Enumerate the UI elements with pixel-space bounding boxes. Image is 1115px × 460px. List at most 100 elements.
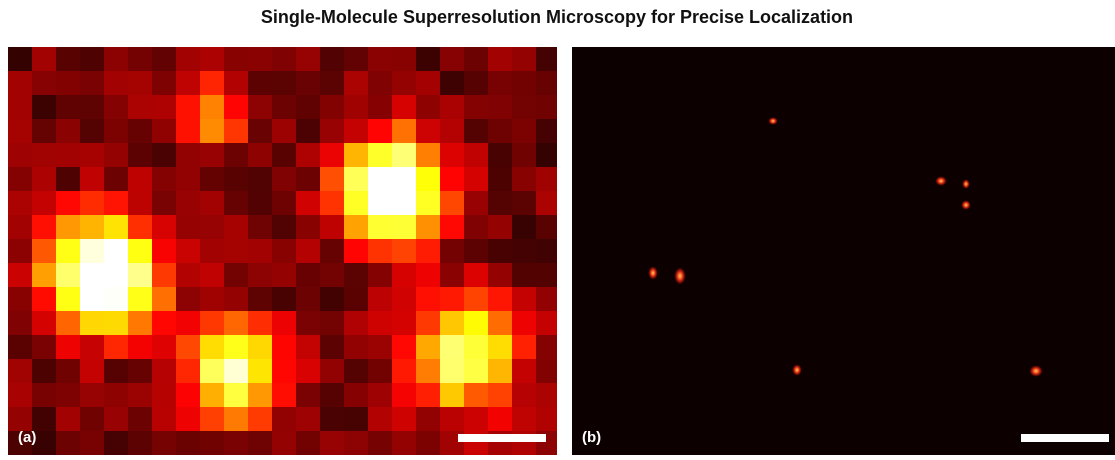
pixel (8, 383, 32, 407)
pixel (128, 311, 152, 335)
pixel (80, 335, 104, 359)
pixel (272, 47, 296, 71)
pixel (440, 311, 464, 335)
pixel (224, 215, 248, 239)
pixel (296, 335, 320, 359)
pixel (464, 167, 488, 191)
pixel (320, 191, 344, 215)
pixel (224, 143, 248, 167)
pixel (176, 263, 200, 287)
pixel (200, 215, 224, 239)
pixel (536, 167, 560, 191)
pixel (152, 431, 176, 455)
pixel (344, 143, 368, 167)
panel-label: (b) (582, 429, 601, 446)
pixel (512, 359, 536, 383)
pixel (536, 239, 560, 263)
pixel (152, 335, 176, 359)
pixel (56, 263, 80, 287)
pixel (320, 311, 344, 335)
pixel (104, 359, 128, 383)
pixel (416, 383, 440, 407)
pixel (512, 119, 536, 143)
pixel (104, 95, 128, 119)
pixel (488, 335, 512, 359)
pixel (392, 215, 416, 239)
pixel (104, 191, 128, 215)
pixel (32, 191, 56, 215)
pixel (128, 95, 152, 119)
pixel (344, 383, 368, 407)
pixel (368, 95, 392, 119)
pixel (176, 119, 200, 143)
pixel (416, 359, 440, 383)
pixel (296, 431, 320, 455)
pixel (392, 167, 416, 191)
pixel (176, 47, 200, 71)
pixel (344, 335, 368, 359)
pixel (56, 167, 80, 191)
pixel (272, 143, 296, 167)
pixel (80, 383, 104, 407)
pixel (368, 71, 392, 95)
pixel (488, 215, 512, 239)
pixel (488, 95, 512, 119)
localization-spot (935, 176, 947, 186)
pixel (440, 47, 464, 71)
pixel (272, 95, 296, 119)
pixel (152, 167, 176, 191)
pixel (416, 287, 440, 311)
pixel (368, 287, 392, 311)
pixel (152, 359, 176, 383)
pixel (32, 239, 56, 263)
pixel (488, 407, 512, 431)
pixel (416, 191, 440, 215)
pixel (272, 287, 296, 311)
pixel (8, 143, 32, 167)
pixel (440, 359, 464, 383)
pixel (56, 239, 80, 263)
pixel (320, 359, 344, 383)
pixel (512, 191, 536, 215)
pixel (464, 239, 488, 263)
pixel (296, 119, 320, 143)
pixel (488, 359, 512, 383)
pixel (440, 119, 464, 143)
pixel (440, 287, 464, 311)
pixel (176, 167, 200, 191)
pixel (320, 47, 344, 71)
pixel (536, 47, 560, 71)
pixel (248, 287, 272, 311)
pixel (416, 167, 440, 191)
pixel (224, 191, 248, 215)
pixel (440, 407, 464, 431)
pixel (296, 167, 320, 191)
pixel (416, 431, 440, 455)
pixel (536, 191, 560, 215)
pixel (272, 263, 296, 287)
pixel (440, 263, 464, 287)
pixel (488, 47, 512, 71)
pixel (128, 407, 152, 431)
pixel (464, 119, 488, 143)
pixel (32, 383, 56, 407)
pixel (152, 407, 176, 431)
pixel (152, 71, 176, 95)
pixel (56, 71, 80, 95)
pixel (128, 359, 152, 383)
pixel (344, 95, 368, 119)
localization-spot (768, 117, 778, 125)
pixel (344, 215, 368, 239)
pixel (152, 215, 176, 239)
pixel (488, 383, 512, 407)
pixel (392, 191, 416, 215)
pixel (224, 335, 248, 359)
pixel (344, 359, 368, 383)
pixel (56, 383, 80, 407)
pixel (536, 383, 560, 407)
pixel (368, 431, 392, 455)
pixel (104, 47, 128, 71)
pixel (464, 215, 488, 239)
pixel (296, 191, 320, 215)
pixel (488, 311, 512, 335)
